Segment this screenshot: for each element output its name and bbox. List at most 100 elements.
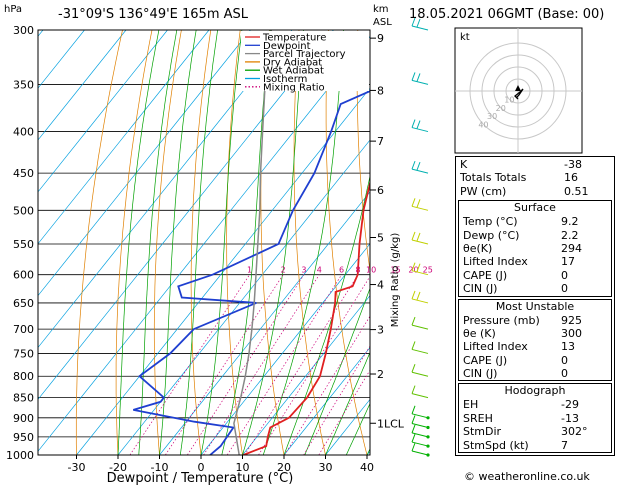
wind-barb: [411, 270, 429, 276]
mixing-ratio-label: 6: [339, 266, 344, 275]
mixing-ratio-line: [318, 369, 370, 455]
wet-adiabat: [200, 30, 243, 455]
wind-barb: [411, 432, 429, 438]
km-tick-label: 6: [377, 184, 384, 197]
surface-label: CIN (J): [463, 282, 498, 296]
isotherm: [76, 87, 370, 455]
isotherm: [159, 191, 370, 455]
dry-adiabat: [356, 30, 370, 274]
header-location: -31°09'S 136°49'E 165m ASL: [58, 7, 249, 22]
km-tick-label: 7: [377, 135, 384, 148]
hodo-row: StmDir 302°: [459, 425, 611, 438]
pressure-tick-label: 300: [13, 24, 34, 37]
wind-barb-flag: [416, 291, 421, 301]
legend-entry: Isotherm: [263, 74, 307, 85]
wind-barb-flag: [411, 405, 416, 414]
index-row: K -38: [456, 158, 614, 171]
dry-adiabat: [75, 30, 123, 455]
isotherm: [38, 35, 370, 452]
index-label: Totals Totals: [460, 171, 527, 185]
wind-barb-flag: [411, 198, 416, 207]
hodograph-unit-label: kt: [460, 32, 470, 43]
isotherm: [200, 243, 370, 455]
surface-row: CIN (J) 0: [459, 282, 611, 295]
isotherm: [38, 30, 334, 400]
legend-entry: Parcel Trajectory: [263, 49, 346, 60]
header-datetime: 18.05.2021 06GMT (Base: 00): [409, 7, 605, 22]
mixing-ratio-line: [303, 345, 370, 455]
wind-barb-flag: [411, 341, 416, 350]
wind-barb: [411, 393, 429, 399]
pressure-tick-label: 400: [13, 126, 34, 139]
dry-adiabat: [623, 30, 629, 455]
mixing-ratio-label: 8: [355, 266, 360, 275]
wet-adiabat: [159, 30, 197, 455]
km-tick-label: 5: [377, 231, 384, 244]
km-tick-label: 4: [377, 279, 384, 292]
dry-adiabat: [325, 30, 368, 455]
hodograph-section: Hodograph EH -29 SREH -13 StmDir 302° StmSpd (…: [458, 383, 612, 454]
wind-barb-flag: [411, 316, 416, 326]
wind-barb-flag: [416, 232, 421, 242]
x-tick-label: 10: [236, 461, 250, 474]
unstable-label: CIN (J): [463, 367, 498, 381]
most-unstable-title: Most Unstable: [495, 299, 575, 313]
surface-row: Lifted Index 17: [459, 255, 611, 268]
hodograph-storm-marker: [515, 85, 521, 91]
wind-barb: [411, 168, 429, 174]
unstable-row: Pressure (mb) 925: [459, 314, 611, 327]
isotherm: [38, 30, 168, 193]
surface-label: Dewp (°C): [463, 228, 520, 242]
surface-value: 294: [561, 241, 582, 255]
wind-barb-flag: [416, 161, 421, 171]
hodo-label: EH: [463, 398, 479, 412]
dry-adiabat: [190, 30, 212, 455]
pressure-tick-label: 1000: [6, 449, 34, 462]
wet-adiabat: [117, 30, 160, 455]
pressure-tick-label: 450: [13, 167, 34, 180]
mixing-ratio-label: 10: [366, 266, 376, 275]
wind-barb-flag: [416, 263, 421, 272]
hodo-label: SREH: [463, 411, 493, 425]
unstable-row: Lifted Index 13: [459, 340, 611, 353]
pressure-tick-label: 550: [13, 238, 34, 251]
wind-barb: [411, 450, 429, 456]
pressure-tick-label: 750: [13, 347, 34, 360]
wind-barb-dot: [426, 416, 430, 420]
unstable-row: θe (K) 300: [459, 327, 611, 340]
wind-barb: [411, 422, 429, 428]
most-unstable-section: Most Unstable Pressure (mb) 925 θe (K) 300 L…: [458, 298, 612, 382]
x-tick-label: -10: [151, 461, 169, 474]
surface-row: Temp (°C) 9.2: [459, 215, 611, 228]
unstable-value: 0: [561, 367, 568, 381]
legend-entry: Temperature: [262, 33, 326, 44]
hodo-row: EH -29: [459, 398, 611, 411]
unstable-label: Lifted Index: [463, 340, 528, 354]
hodo-value: 7: [561, 438, 568, 452]
unstable-row: CIN (J) 0: [459, 367, 611, 380]
mixing-ratio-label: 2: [281, 266, 286, 275]
mixing-ratio-label: 4: [317, 266, 322, 275]
unstable-row: CAPE (J) 0: [459, 354, 611, 367]
unstable-value: 925: [561, 313, 582, 327]
isotherm: [117, 139, 370, 455]
wind-barb-flag: [411, 385, 416, 394]
km-tick-label: 8: [377, 84, 384, 97]
legend-entry: Dry Adiabat: [263, 57, 322, 68]
header-asl-label: ASL: [373, 17, 392, 28]
index-value: -38: [564, 158, 582, 171]
pressure-tick-label: 500: [13, 204, 34, 217]
legend-entry: Dewpoint: [263, 41, 311, 52]
wind-barb-dot: [426, 444, 430, 448]
pressure-tick-label: 800: [13, 370, 34, 383]
index-value: 16: [564, 171, 578, 185]
wind-barb-flag: [411, 424, 416, 434]
mixing-ratio-line: [129, 274, 250, 455]
wind-barb: [411, 127, 429, 133]
index-row: Totals Totals 16: [456, 171, 614, 184]
wind-barb-flag: [411, 231, 416, 241]
index-row: PW (cm) 0.51: [456, 185, 614, 198]
wet-adiabat: [325, 351, 370, 455]
wind-barb-dot: [426, 435, 430, 439]
mixing-ratio-label: 1: [247, 266, 252, 275]
